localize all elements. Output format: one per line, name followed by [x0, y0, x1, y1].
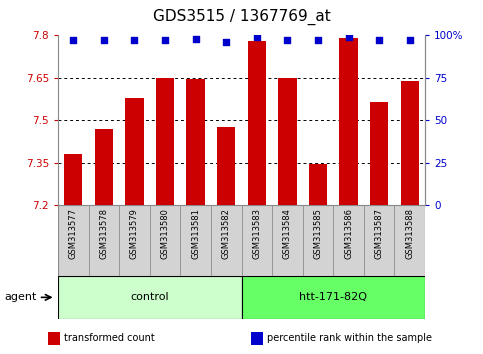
Text: GSM313585: GSM313585	[313, 208, 323, 259]
Bar	[248, 41, 266, 205]
Text: GDS3515 / 1367769_at: GDS3515 / 1367769_at	[153, 9, 330, 25]
Text: GSM313583: GSM313583	[252, 208, 261, 259]
Bar	[272, 205, 303, 276]
Text: GSM313586: GSM313586	[344, 208, 353, 259]
Text: percentile rank within the sample: percentile rank within the sample	[267, 333, 432, 343]
Bar	[400, 81, 419, 205]
Bar	[58, 276, 242, 319]
Point	[130, 38, 138, 43]
Bar	[156, 78, 174, 205]
Point	[406, 38, 413, 43]
Bar	[309, 164, 327, 205]
Text: GSM313577: GSM313577	[69, 208, 78, 259]
Bar	[217, 127, 235, 205]
Point	[70, 38, 77, 43]
Bar	[119, 205, 150, 276]
Text: GSM313587: GSM313587	[375, 208, 384, 259]
Point	[253, 34, 261, 40]
Bar	[303, 205, 333, 276]
Point	[314, 38, 322, 43]
Bar	[95, 129, 113, 205]
Bar	[370, 102, 388, 205]
Point	[100, 38, 108, 43]
Bar	[278, 78, 297, 205]
Point	[375, 38, 383, 43]
Text: GSM313579: GSM313579	[130, 208, 139, 259]
Point	[222, 39, 230, 45]
Bar	[364, 205, 395, 276]
Text: GSM313582: GSM313582	[222, 208, 231, 259]
Bar	[333, 205, 364, 276]
Bar	[88, 205, 119, 276]
Bar	[64, 154, 83, 205]
Text: htt-171-82Q: htt-171-82Q	[299, 292, 367, 302]
Bar	[180, 205, 211, 276]
Bar	[125, 98, 143, 205]
Text: control: control	[130, 292, 169, 302]
Bar	[242, 205, 272, 276]
Point	[284, 38, 291, 43]
Point	[192, 36, 199, 42]
Bar	[186, 79, 205, 205]
Text: GSM313580: GSM313580	[160, 208, 170, 259]
Point	[345, 34, 353, 40]
Text: transformed count: transformed count	[64, 333, 155, 343]
Bar	[395, 205, 425, 276]
Text: agent: agent	[5, 292, 37, 302]
Bar	[150, 205, 180, 276]
Bar	[211, 205, 242, 276]
Text: GSM313581: GSM313581	[191, 208, 200, 259]
Point	[161, 38, 169, 43]
Text: GSM313578: GSM313578	[99, 208, 108, 259]
Bar	[58, 205, 88, 276]
Bar	[242, 276, 425, 319]
Text: GSM313584: GSM313584	[283, 208, 292, 259]
Bar	[340, 38, 358, 205]
Text: GSM313588: GSM313588	[405, 208, 414, 259]
